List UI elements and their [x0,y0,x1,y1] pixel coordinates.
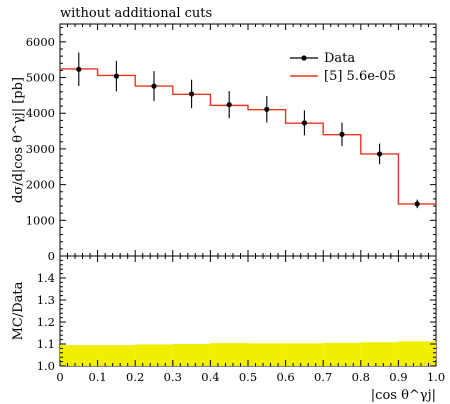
data-point [414,201,420,207]
ratio-band-bin [60,345,98,366]
main-y-tick-label: 3000 [26,142,55,156]
chart-title: without additional cuts [60,6,212,21]
main-y-axis-label: dσ/d|cos θ^γj| [pb] [11,77,26,203]
ratio-y-tick-label: 1.1 [37,337,55,351]
ratio-band-bin [97,345,136,366]
main-ticks: 0 1000 2000 3000 4000 5000 6000 [26,24,437,263]
x-tick-label: 0.8 [352,370,370,384]
x-tick-label: 0.2 [126,370,144,384]
legend-data-label: Data [324,51,355,66]
main-y-tick-label: 1000 [26,213,55,227]
x-tick-label: 1.0 [427,370,445,384]
data-point [339,131,345,137]
data-point [377,151,383,157]
x-tick-label: 0.7 [314,370,332,384]
main-series [60,52,436,209]
x-tick-label: 0.1 [88,370,106,384]
ratio-band-bin [248,343,286,366]
ratio-y-axis-label: MC/Data [11,281,26,340]
ratio-band-bin [323,342,361,366]
data-point [301,120,307,126]
x-tick-label: 0.3 [164,370,182,384]
x-tick-label: 0 [56,370,63,384]
ratio-y-tick-label: 1.4 [37,271,55,285]
main-y-tick-label: 4000 [26,106,55,120]
ratio-band-bin [135,344,173,366]
data-point [226,102,232,108]
x-tick-label: 0.6 [276,370,294,384]
ratio-y-tick-label: 1.0 [37,359,55,373]
x-tick-label: 0.5 [239,370,257,384]
ratio-band [60,341,436,366]
data-point [264,106,270,112]
mc-histogram-line [60,68,436,205]
data-point [151,83,157,89]
data-point [76,66,82,72]
legend-mc-label: [5] 5.6e-05 [324,69,396,84]
ratio-y-tick-label: 1.3 [37,293,55,307]
main-y-tick-label: 5000 [26,71,55,85]
main-y-tick-label: 0 [48,249,55,263]
x-axis-label: |cos θ^γj| [371,388,436,403]
legend-data-marker-icon [301,55,307,61]
ratio-y-tick-label: 1.2 [37,315,55,329]
main-y-tick-label: 2000 [26,178,55,192]
x-tick-label: 0.4 [201,370,219,384]
main-y-tick-label: 6000 [26,35,55,49]
main-panel-frame [59,23,437,257]
ratio-ticks: 1.0 1.1 1.2 1.3 1.4 0 0.1 0.2 0.3 0.4 0.5 0.6 0.7 0.8… [37,256,445,384]
ratio-band-bin [210,343,248,366]
ratio-band-bin [285,343,324,366]
data-point [113,73,119,79]
ratio-band-bin [360,342,399,366]
x-tick-label: 0.9 [389,370,407,384]
ratio-band-bin [398,341,436,366]
ratio-band-bin [172,344,211,366]
data-point [189,91,195,97]
legend: Data [5] 5.6e-05 [290,51,396,84]
